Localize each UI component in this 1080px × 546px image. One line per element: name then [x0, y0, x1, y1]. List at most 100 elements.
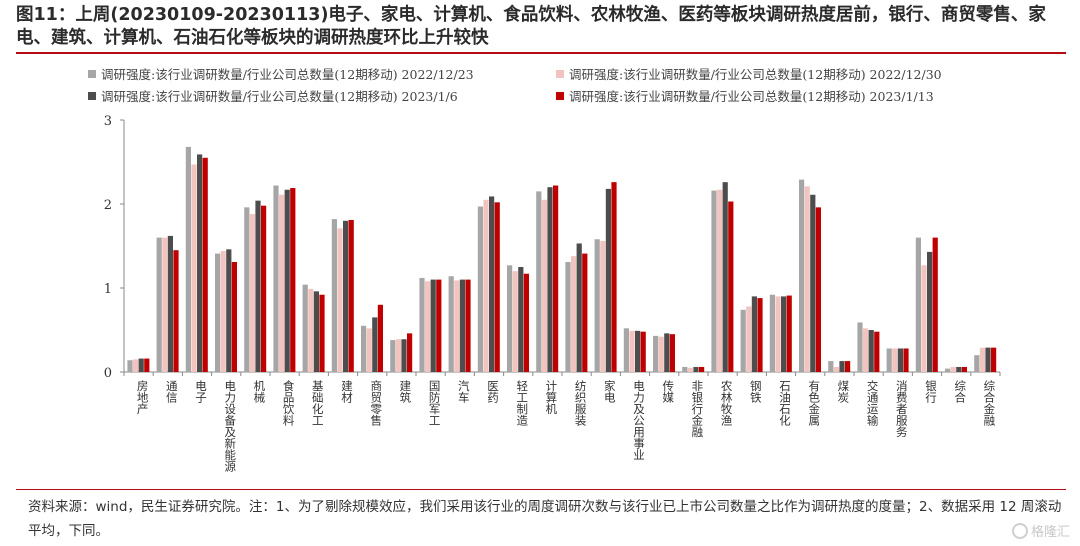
- bar: [162, 237, 168, 372]
- legend-swatch-2023-1-6: [88, 91, 96, 100]
- bar: [255, 200, 261, 372]
- bar: [220, 251, 226, 372]
- category-label: 电子: [194, 380, 208, 403]
- category-label: 基础化工: [311, 380, 325, 426]
- category-label: 家电: [603, 379, 617, 403]
- bar: [197, 154, 203, 372]
- bar: [390, 340, 396, 372]
- bar: [191, 164, 197, 372]
- bar: [629, 330, 635, 372]
- bar: [961, 366, 967, 372]
- bar: [979, 347, 985, 372]
- bar: [815, 207, 821, 372]
- bar: [436, 279, 442, 372]
- bar-chart: 0 1 2 3 房地产 通信 电子 电力设备及新能源 机械 食品饮料 基础化工 建材 商贸零售 建筑 国防军…: [104, 114, 1001, 473]
- category-label: 建材: [340, 379, 354, 403]
- bar: [565, 261, 571, 372]
- bar: [711, 190, 717, 372]
- bar: [728, 201, 734, 372]
- bar: [664, 333, 670, 372]
- bar: [465, 279, 471, 372]
- bar: [932, 237, 938, 372]
- bar: [512, 271, 518, 372]
- category-label: 交通运输: [866, 379, 880, 427]
- bar: [459, 279, 465, 372]
- bar: [454, 280, 460, 372]
- bar: [687, 367, 693, 372]
- bar: [313, 291, 319, 372]
- bar: [144, 358, 150, 372]
- legend-label-2023-1-6: 调研强度:该行业调研数量/行业公司总数量(12期移动) 2023/1/6: [101, 89, 458, 104]
- bar: [518, 267, 524, 372]
- bar: [279, 194, 285, 372]
- bar: [921, 265, 927, 372]
- bar: [202, 157, 208, 372]
- legend-label-2023-1-13: 调研强度:该行业调研数量/行业公司总数量(12期移动) 2023/1/13: [569, 89, 934, 104]
- bar: [653, 335, 659, 372]
- bar: [167, 235, 173, 372]
- bar: [261, 205, 267, 372]
- bar: [173, 250, 179, 372]
- bar: [231, 261, 237, 372]
- watermark-logo-icon: [1011, 522, 1028, 539]
- bar: [553, 185, 559, 372]
- bar: [430, 279, 436, 372]
- bar: [401, 339, 407, 372]
- bar: [308, 288, 314, 372]
- legend-item-2022-12-23: 调研强度:该行业调研数量/行业公司总数量(12期移动) 2022/12/23: [88, 64, 474, 83]
- source-note: 资料来源：wind，民生证券研究院。注：1、为了剔除规模效应，我们采用该行业的周…: [28, 499, 1062, 539]
- bar: [372, 317, 378, 372]
- bar: [273, 185, 279, 372]
- bar: [751, 296, 757, 372]
- legend-item-2023-1-6: 调研强度:该行业调研数量/行业公司总数量(12期移动) 2023/1/6: [88, 86, 458, 105]
- bar: [828, 361, 834, 372]
- category-label: 国防军工: [428, 380, 442, 426]
- category-label: 食品饮料: [282, 379, 296, 427]
- bar: [582, 253, 588, 372]
- bar: [425, 281, 431, 372]
- legend-label-2022-12-30: 调研强度:该行业调研数量/行业公司总数量(12期移动) 2022/12/30: [569, 67, 942, 82]
- bar: [781, 296, 787, 372]
- legend-item-2022-12-30: 调研强度:该行业调研数量/行业公司总数量(12期移动) 2022/12/30: [556, 64, 942, 83]
- bar: [419, 277, 425, 372]
- bar: [833, 366, 839, 372]
- bar: [547, 187, 553, 372]
- category-label: 电力及公用事业: [632, 380, 646, 461]
- category-label: 通信: [165, 380, 179, 404]
- bar: [985, 347, 991, 372]
- y-tick-label: 3: [104, 114, 112, 129]
- bar: [669, 334, 675, 372]
- category-label: 建筑: [398, 379, 412, 403]
- bar: [366, 328, 372, 372]
- bar: [991, 347, 997, 372]
- bar: [682, 366, 688, 372]
- bar: [868, 330, 874, 372]
- bar: [857, 322, 863, 372]
- bar: [605, 188, 611, 372]
- bar: [244, 207, 250, 372]
- bar: [331, 219, 337, 372]
- category-label: 消费者服务: [895, 379, 909, 437]
- y-tick-label: 2: [104, 198, 112, 213]
- bar: [489, 196, 495, 372]
- bar: [337, 228, 343, 372]
- title-divider: [16, 52, 1066, 54]
- bar: [483, 199, 489, 372]
- bar: [950, 366, 956, 372]
- bar: [722, 182, 728, 372]
- category-label: 非银行金融: [690, 380, 704, 438]
- bar: [658, 336, 664, 372]
- bar: [377, 304, 383, 372]
- bar: [640, 331, 646, 372]
- bar: [693, 366, 699, 372]
- bar: [775, 296, 781, 372]
- bar: [138, 358, 144, 372]
- bar: [635, 330, 641, 372]
- bar: [536, 191, 542, 372]
- legend-label-2022-12-23: 调研强度:该行业调研数量/行业公司总数量(12期移动) 2022/12/23: [101, 67, 474, 82]
- category-label: 纺织服装: [574, 379, 588, 427]
- bar: [127, 360, 133, 372]
- bar: [571, 256, 577, 372]
- bar: [319, 294, 325, 372]
- bar: [249, 214, 255, 372]
